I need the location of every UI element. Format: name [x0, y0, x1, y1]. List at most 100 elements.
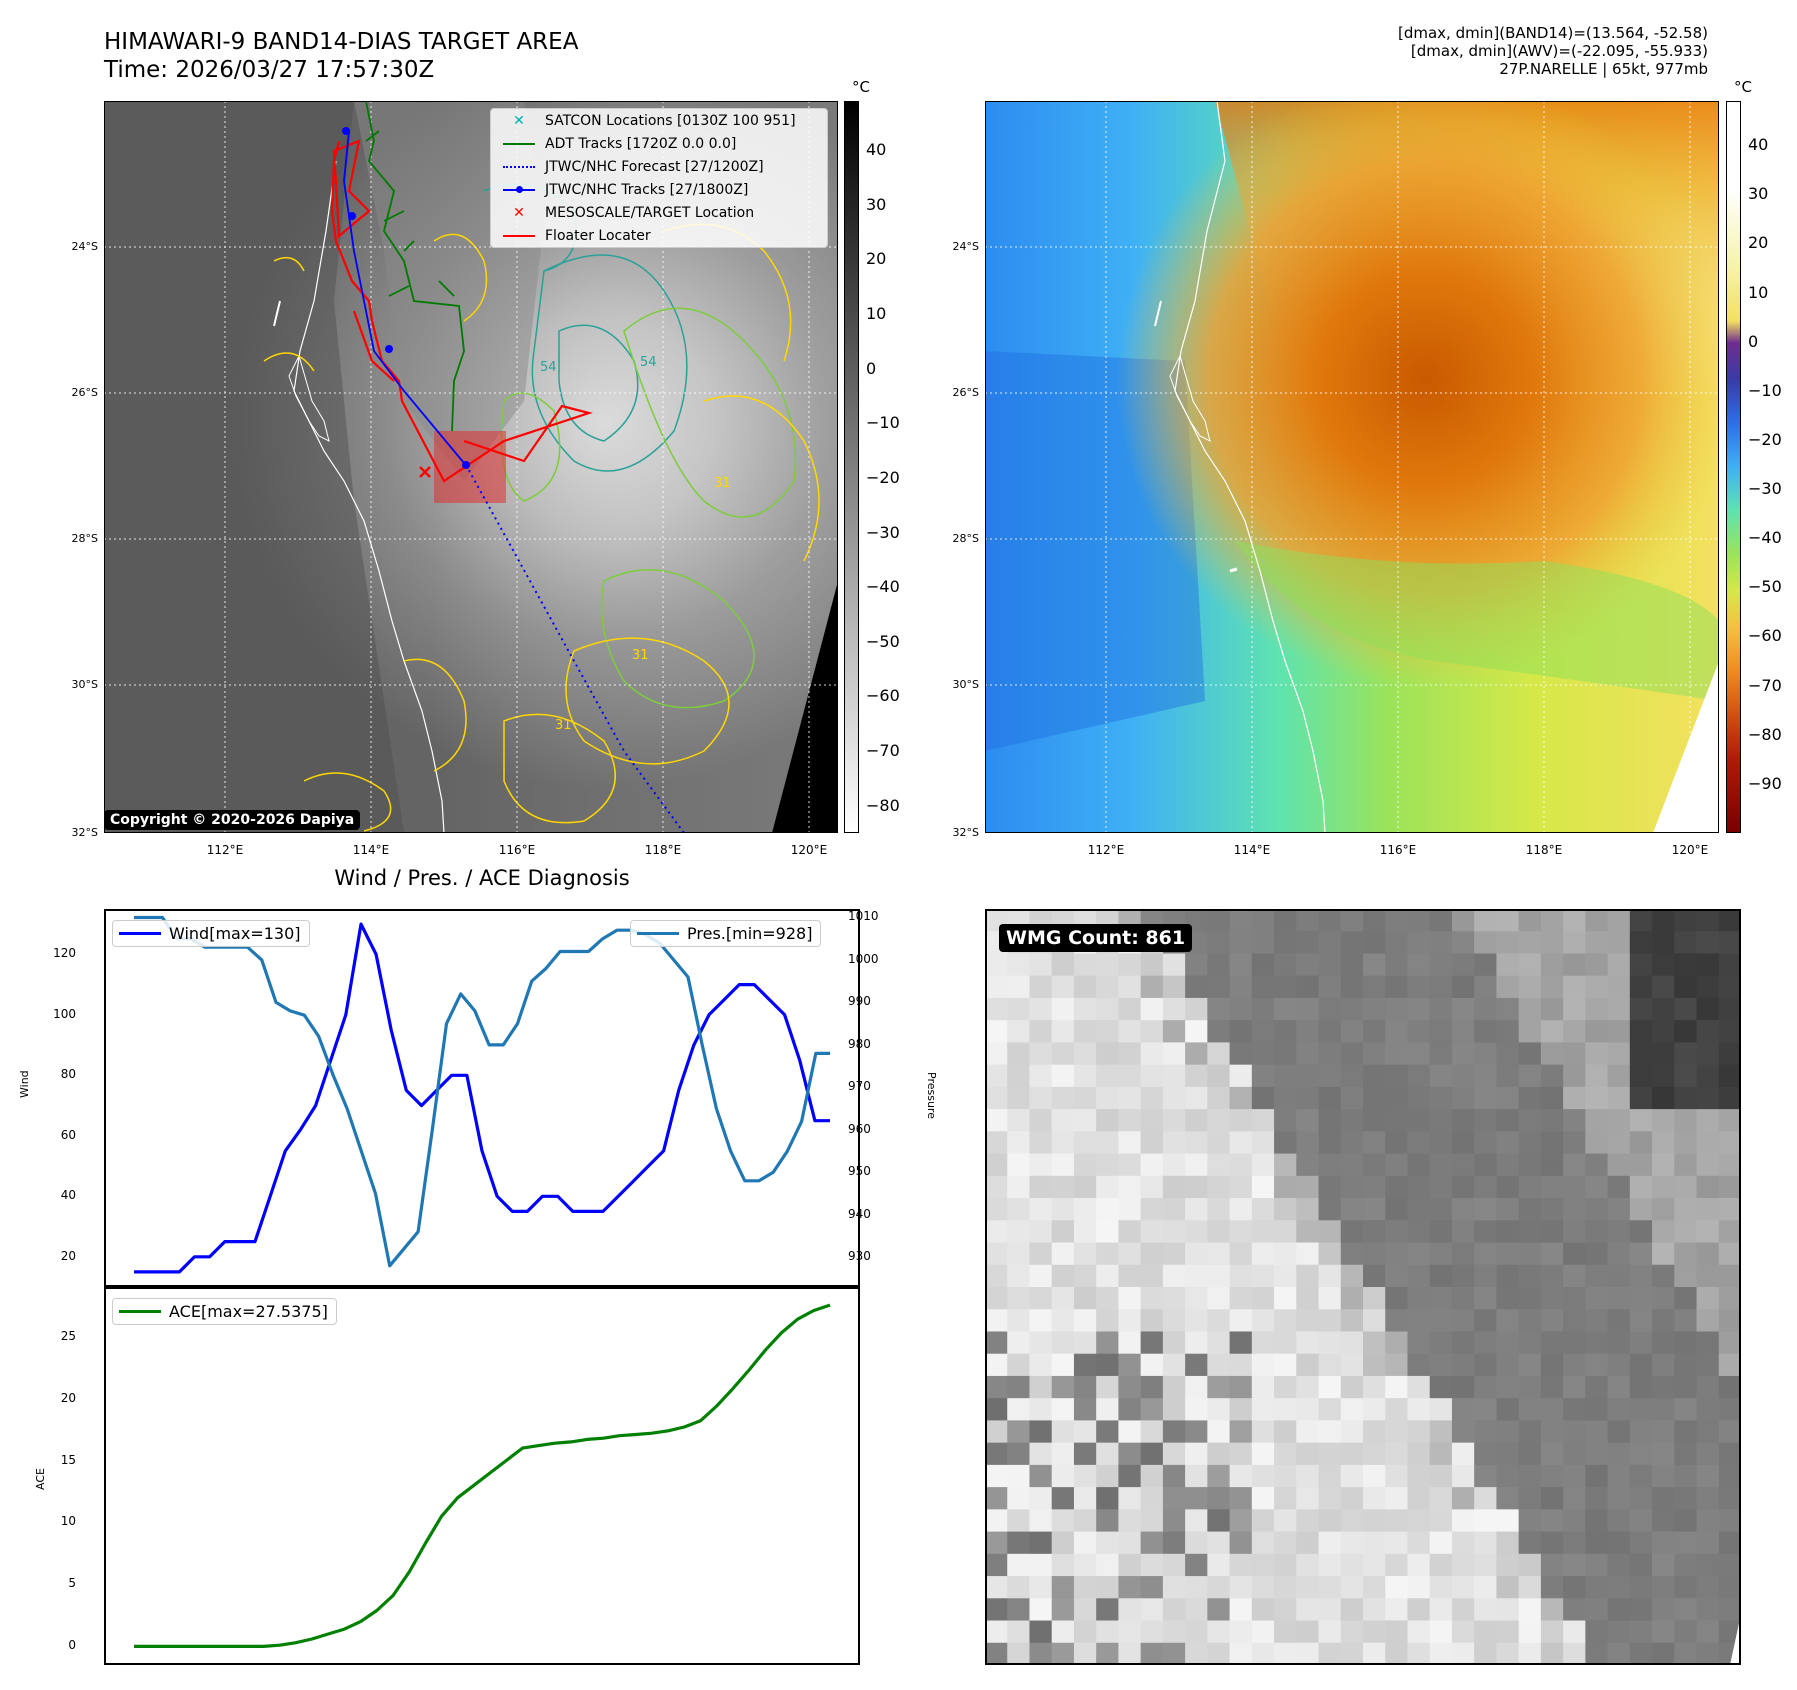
colorbar-tick: −50 [1748, 577, 1782, 597]
info-storm: 27P.NARELLE | 65kt, 977mb [1499, 60, 1708, 78]
colorbar-tick: 20 [1748, 233, 1769, 253]
legend-label: SATCON Locations [0130Z 100 951] [545, 112, 796, 129]
contour-label: 31 [555, 718, 572, 733]
info-band14-range: [dmax, dmin](BAND14)=(13.564, -52.58) [1397, 24, 1708, 42]
contour-label: 54 [540, 360, 557, 375]
lat-tick: 32°S [952, 826, 979, 839]
lon-tick: 114°E [1233, 843, 1271, 857]
diagnosis-title: Wind / Pres. / ACE Diagnosis [334, 866, 630, 890]
legend-item: ✕ MESOSCALE/TARGET Location [491, 201, 827, 224]
wmg-count-badge: WMG Count: 861 [999, 924, 1193, 952]
pressure-ytick: 930 [848, 1249, 871, 1264]
colorbar-tick: −80 [866, 795, 900, 815]
colorbar-tick: 40 [1748, 135, 1769, 155]
legend-x-icon: ✕ [513, 112, 525, 129]
legend-label: Wind[max=130] [169, 924, 301, 943]
colorbar-tick: −30 [866, 522, 900, 542]
lat-tick: 26°S [952, 386, 979, 399]
wind-ytick: 100 [53, 1006, 76, 1021]
legend-item: ✕ SATCON Locations [0130Z 100 951] [491, 109, 827, 132]
legend-dotted-icon [499, 165, 539, 168]
colorbar-tick: −10 [1748, 380, 1782, 400]
colorbar-tick: −60 [866, 686, 900, 706]
wind-ytick: 80 [60, 1067, 76, 1082]
ace-ytick: 5 [68, 1576, 76, 1591]
ir-map-legend: ✕ SATCON Locations [0130Z 100 951] ADT T… [490, 108, 828, 248]
chart-title: HIMAWARI-9 BAND14-DIAS TARGET AREA Time:… [104, 28, 578, 84]
info-awv-range: [dmax, dmin](AWV)=(-22.095, -55.933) [1410, 42, 1708, 60]
chart-title-time: Time: 2026/03/27 17:57:30Z [104, 57, 435, 83]
pressure-ytick: 980 [848, 1036, 871, 1051]
ir-colorbar-unit: °C [852, 78, 870, 96]
lat-tick: 24°S [71, 240, 98, 253]
colorbar-tick: 10 [1748, 282, 1769, 302]
lon-tick: 118°E [644, 843, 682, 857]
ace-series-line [134, 1303, 831, 1648]
pressure-ytick: 990 [848, 994, 871, 1009]
pressure-ytick: 960 [848, 1121, 871, 1136]
wv-map-panel [985, 101, 1719, 833]
legend-line-icon [499, 142, 539, 145]
colorbar-tick: 40 [866, 140, 887, 160]
wind-ytick: 120 [53, 946, 76, 961]
pressure-axis-label: Pressure [925, 1072, 938, 1119]
lon-tick: 120°E [790, 843, 828, 857]
ace-ytick: 20 [60, 1390, 76, 1405]
legend-line-icon [119, 932, 161, 935]
wind-series-line [134, 922, 830, 1274]
lon-tick: 118°E [1525, 843, 1563, 857]
colorbar-tick: 30 [866, 194, 887, 214]
lon-tick: 120°E [1671, 843, 1709, 857]
colorbar-tick: −70 [866, 741, 900, 761]
contour-label: 31 [714, 476, 731, 491]
pressure-legend: Pres.[min=928] [630, 920, 822, 947]
ace-chart [104, 1287, 860, 1665]
wind-ytick: 60 [60, 1127, 76, 1142]
colorbar-tick: −40 [1748, 528, 1782, 548]
wind-axis-label: Wind [18, 1070, 31, 1098]
colorbar-tick: −30 [1748, 479, 1782, 499]
wind-legend: Wind[max=130] [112, 920, 310, 947]
colorbar-tick: −10 [866, 413, 900, 433]
colorbar-tick: −60 [1748, 626, 1782, 646]
legend-item: ADT Tracks [1720Z 0.0 0.0] [491, 132, 827, 155]
pressure-ytick: 950 [848, 1164, 871, 1179]
legend-label: MESOSCALE/TARGET Location [545, 204, 755, 221]
lat-tick: 28°S [71, 532, 98, 545]
lat-tick: 26°S [71, 386, 98, 399]
wind-ytick: 20 [60, 1248, 76, 1263]
legend-line-icon [499, 234, 539, 237]
colorbar-tick: 0 [866, 358, 877, 378]
ace-ytick: 0 [68, 1638, 76, 1653]
colorbar-tick: −70 [1748, 675, 1782, 695]
wind-ytick: 40 [60, 1188, 76, 1203]
lat-tick: 32°S [71, 826, 98, 839]
legend-label: Pres.[min=928] [687, 924, 813, 943]
legend-label: JTWC/NHC Forecast [27/1200Z] [545, 158, 764, 175]
legend-label: ACE[max=27.5375] [169, 1302, 328, 1321]
lat-tick: 30°S [71, 678, 98, 691]
ace-ytick: 10 [60, 1514, 76, 1529]
colorbar-tick: −20 [866, 467, 900, 487]
lon-tick: 112°E [1087, 843, 1125, 857]
colorbar-tick: −50 [866, 631, 900, 651]
legend-item: Floater Locater [491, 224, 827, 247]
legend-label: JTWC/NHC Tracks [27/1800Z] [545, 181, 749, 198]
legend-x-icon: ✕ [513, 204, 525, 221]
lat-tick: 24°S [952, 240, 979, 253]
lon-tick: 116°E [1379, 843, 1417, 857]
info-box: [dmax, dmin](BAND14)=(13.564, -52.58) [d… [1398, 24, 1708, 78]
legend-line-dot-icon [499, 185, 539, 193]
wv-colorbar-unit: °C [1734, 78, 1752, 96]
colorbar-tick: 20 [866, 249, 887, 269]
pressure-ytick: 1010 [848, 909, 879, 924]
lon-tick: 114°E [352, 843, 390, 857]
colorbar-tick: −80 [1748, 724, 1782, 744]
legend-line-icon [119, 1310, 161, 1313]
colorbar-tick: 10 [866, 304, 887, 324]
pressure-series-line [134, 915, 830, 1268]
legend-label: Floater Locater [545, 227, 651, 244]
ir-colorbar [844, 101, 859, 833]
ace-legend: ACE[max=27.5375] [112, 1298, 337, 1325]
legend-item: JTWC/NHC Forecast [27/1200Z] [491, 155, 827, 178]
